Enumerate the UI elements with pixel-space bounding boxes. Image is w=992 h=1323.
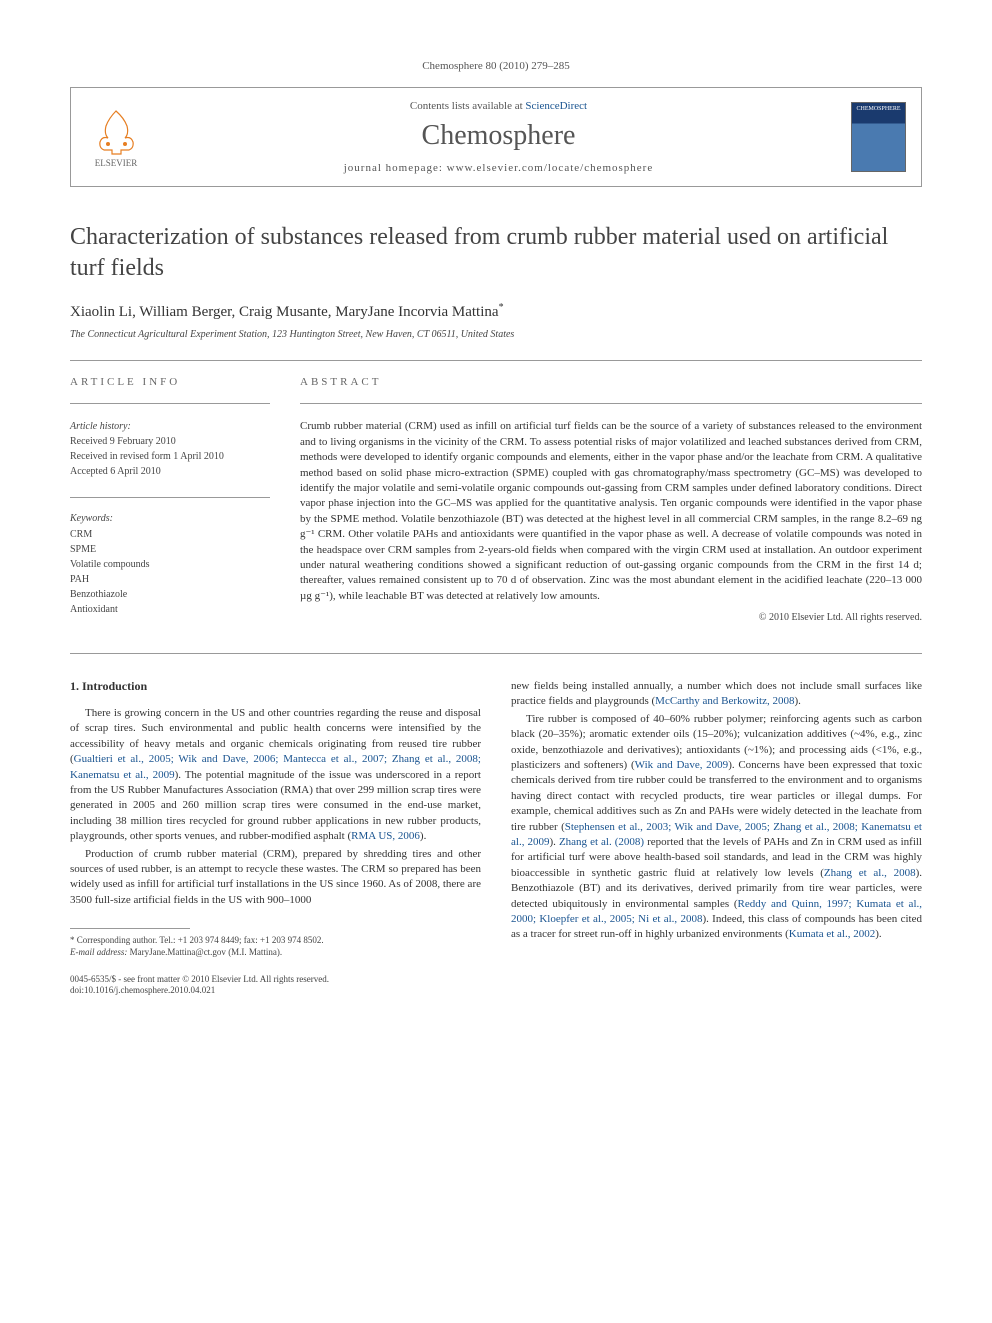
citation-link[interactable]: Zhang et al., 2008 [824,867,916,879]
article-info-label: ARTICLE INFO [70,376,270,388]
keyword: SPME [70,542,270,557]
email-label: E-mail address: [70,947,130,957]
journal-homepage: journal homepage: www.elsevier.com/locat… [146,162,851,174]
body-columns: 1. Introduction There is growing concern… [70,679,922,997]
body-paragraph: Tire rubber is composed of 40–60% rubber… [511,712,922,943]
front-matter-line: 0045-6535/$ - see front matter © 2010 El… [70,974,481,986]
body-right-column: new fields being installed annually, a n… [511,679,922,997]
intro-heading: 1. Introduction [70,679,481,694]
history-label: Article history: [70,421,131,432]
corresponding-marker: * [499,302,504,313]
author-list: Xiaolin Li, William Berger, Craig Musant… [70,302,922,321]
article-info-column: ARTICLE INFO Article history: Received 9… [70,376,270,623]
body-text: ). [875,928,881,940]
homepage-prefix: journal homepage: [344,162,447,174]
cover-label: CHEMOSPHERE [852,103,905,112]
homepage-url[interactable]: www.elsevier.com/locate/chemosphere [447,162,654,174]
body-paragraph: new fields being installed annually, a n… [511,679,922,710]
divider [70,360,922,361]
citation-link[interactable]: Wik and Dave, 2009 [635,759,729,771]
accepted-date: Accepted 6 April 2010 [70,466,161,477]
keyword: CRM [70,527,270,542]
affiliation: The Connecticut Agricultural Experiment … [70,329,922,340]
divider [70,497,270,498]
received-date: Received 9 February 2010 [70,436,176,447]
email-link[interactable]: MaryJane.Mattina@ct.gov [130,947,226,957]
email-suffix: (M.I. Mattina). [226,947,282,957]
body-text: ). [420,830,426,842]
elsevier-tree-icon [94,106,139,156]
article-title: Characterization of substances released … [70,222,922,284]
citation-link[interactable]: RMA US, 2006 [351,830,420,842]
divider [70,403,270,404]
contents-available: Contents lists available at ScienceDirec… [146,100,851,112]
sciencedirect-link[interactable]: ScienceDirect [525,100,587,112]
divider [70,653,922,654]
revised-date: Received in revised form 1 April 2010 [70,451,224,462]
contents-prefix: Contents lists available at [410,100,525,112]
journal-header: ELSEVIER Contents lists available at Sci… [70,87,922,187]
journal-cover-thumbnail[interactable]: CHEMOSPHERE [851,102,906,172]
citation-link[interactable]: Zhang et al. (2008) [559,836,644,848]
citation-link[interactable]: Kumata et al., 2002 [789,928,875,940]
divider [300,403,922,404]
author-names: Xiaolin Li, William Berger, Craig Musant… [70,304,499,320]
body-paragraph: There is growing concern in the US and o… [70,706,481,845]
keyword: Antioxidant [70,602,270,617]
keywords-label: Keywords: [70,513,270,524]
elsevier-label: ELSEVIER [95,158,138,168]
email-footnote: E-mail address: MaryJane.Mattina@ct.gov … [70,947,481,959]
abstract-copyright: © 2010 Elsevier Ltd. All rights reserved… [300,612,922,623]
body-paragraph: Production of crumb rubber material (CRM… [70,847,481,909]
keyword: Volatile compounds [70,557,270,572]
abstract-text: Crumb rubber material (CRM) used as infi… [300,419,922,604]
journal-name: Chemosphere [146,120,851,152]
body-text: ). [549,836,558,848]
keyword: Benzothiazole [70,587,270,602]
article-history: Article history: Received 9 February 201… [70,419,270,479]
body-text: ). [794,695,800,707]
journal-reference: Chemosphere 80 (2010) 279–285 [70,60,922,72]
elsevier-logo[interactable]: ELSEVIER [86,102,146,172]
citation-link[interactable]: McCarthy and Berkowitz, 2008 [655,695,794,707]
corresponding-author-footnote: * Corresponding author. Tel.: +1 203 974… [70,935,481,947]
body-left-column: 1. Introduction There is growing concern… [70,679,481,997]
keyword: PAH [70,572,270,587]
footnote-separator [70,928,190,929]
abstract-label: ABSTRACT [300,376,922,388]
abstract-column: ABSTRACT Crumb rubber material (CRM) use… [300,376,922,623]
doi-line: doi:10.1016/j.chemosphere.2010.04.021 [70,985,481,997]
